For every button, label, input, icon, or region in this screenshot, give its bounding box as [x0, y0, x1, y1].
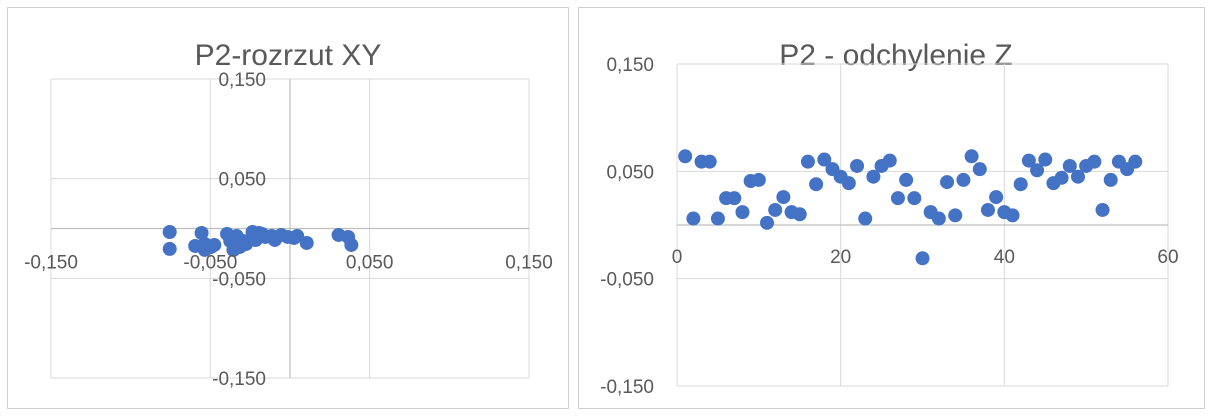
x-tick-label: 0,150	[505, 253, 553, 274]
y-tick-label: 0,050	[218, 170, 266, 191]
data-point	[751, 172, 766, 187]
chart-panel-xy: P2-rozrzut XY -0,150 -0,050 0,050 0,150 0,15…	[7, 7, 569, 409]
data-point	[907, 191, 922, 206]
data-point	[162, 241, 177, 256]
data-point	[809, 177, 824, 192]
chart-title: P2 - odchylenie Z	[779, 39, 1012, 72]
data-point	[1054, 170, 1069, 185]
data-point	[760, 215, 775, 230]
data-point	[1103, 172, 1118, 187]
data-point	[768, 202, 783, 217]
data-point	[882, 153, 897, 168]
y-tick-label: 0,150	[218, 70, 266, 91]
x-tick-label: -0,050	[183, 253, 237, 274]
data-point	[980, 202, 995, 217]
data-point	[1005, 208, 1020, 223]
scatter-chart-xy: P2-rozrzut XY -0,150 -0,050 0,050 0,150 0,15…	[24, 39, 553, 390]
data-point	[1095, 202, 1110, 217]
x-tick-label: 60	[1157, 247, 1178, 268]
data-point	[817, 152, 832, 167]
x-tick-label: 40	[994, 247, 1015, 268]
data-point	[800, 154, 815, 169]
x-tick-label: 0	[672, 247, 683, 268]
y-tick-label: -0,150	[600, 377, 654, 398]
data-point	[1062, 158, 1077, 173]
data-point	[735, 205, 750, 220]
data-point	[858, 211, 873, 226]
data-point	[702, 154, 717, 169]
data-point	[678, 149, 693, 164]
data-point	[162, 224, 177, 239]
chart-panel-z: P2 - odchylenie Z 0 20 40 60 0,150 0,050 -0,05…	[578, 7, 1205, 409]
data-point	[915, 251, 930, 266]
data-point	[899, 172, 914, 187]
x-tick-label: -0,150	[24, 253, 78, 274]
x-tick-label: 0,050	[346, 253, 394, 274]
data-point	[207, 237, 222, 252]
data-point	[948, 208, 963, 223]
x-tick-label: 20	[830, 247, 851, 268]
data-point	[792, 207, 807, 222]
y-tick-label: 0,150	[606, 55, 654, 76]
data-point	[931, 211, 946, 226]
data-point	[989, 190, 1004, 205]
data-point	[850, 158, 865, 173]
data-point	[964, 149, 979, 164]
data-point	[1021, 153, 1036, 168]
y-tick-label: 0,050	[606, 162, 654, 183]
data-point	[890, 191, 905, 206]
data-point	[972, 162, 987, 177]
y-tick-label: -0,050	[212, 269, 266, 290]
data-point	[1087, 154, 1102, 169]
y-tick-label: -0,050	[600, 270, 654, 291]
data-point	[1070, 169, 1085, 184]
data-point	[710, 211, 725, 226]
data-point	[727, 191, 742, 206]
data-point	[1013, 177, 1028, 192]
data-point	[956, 172, 971, 187]
data-point	[686, 211, 701, 226]
scatter-chart-z: P2 - odchylenie Z 0 20 40 60 0,150 0,050 -0,05…	[600, 39, 1178, 398]
y-tick-label: -0,150	[212, 369, 266, 390]
data-point	[866, 169, 881, 184]
data-point	[194, 225, 209, 240]
data-point	[1038, 152, 1053, 167]
data-point	[776, 190, 791, 205]
data-point	[344, 237, 359, 252]
data-point	[1128, 154, 1143, 169]
data-point	[299, 235, 314, 250]
data-point	[940, 175, 955, 190]
data-point	[1030, 163, 1045, 178]
chart-title: P2-rozrzut XY	[195, 39, 382, 72]
data-point	[841, 176, 856, 191]
